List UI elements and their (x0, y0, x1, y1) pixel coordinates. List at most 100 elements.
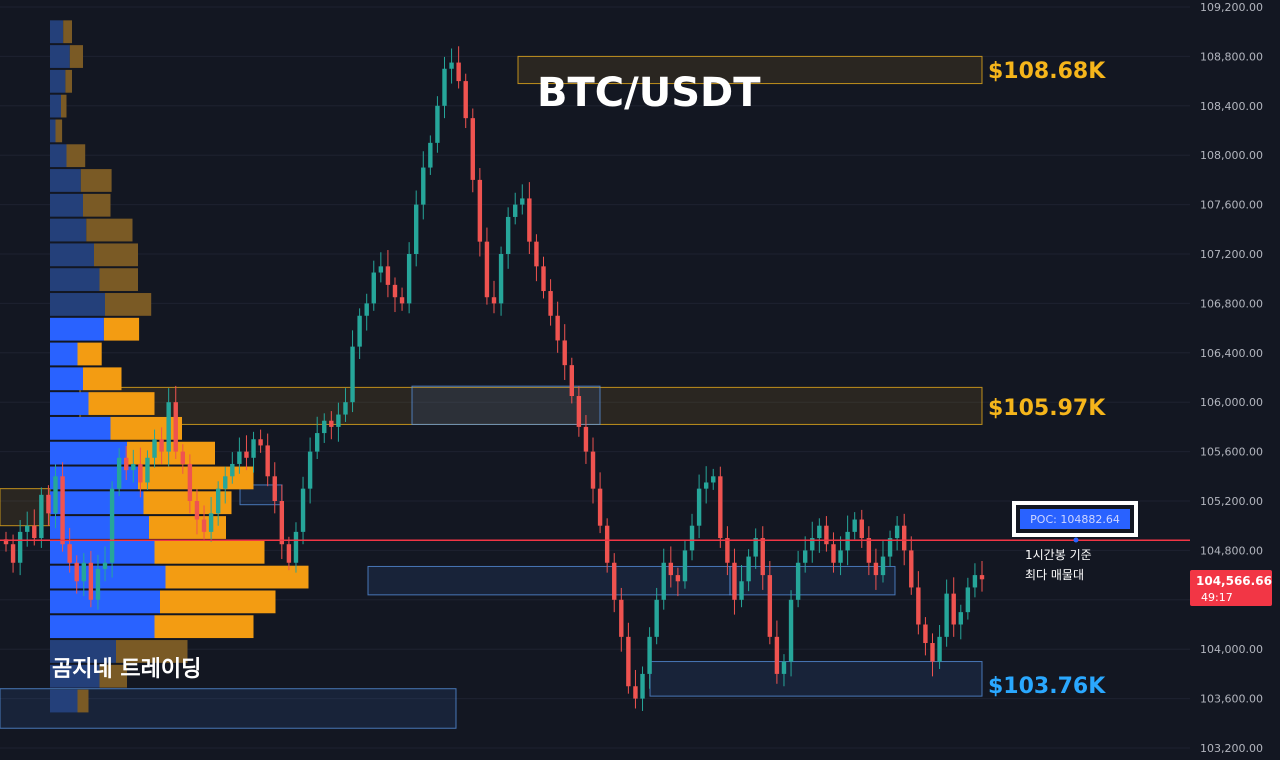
candle-body (180, 451, 186, 464)
volume-bar-buy (50, 416, 111, 440)
volume-bar-sell (103, 317, 140, 341)
candle-body (265, 445, 270, 477)
candle-body (251, 439, 256, 458)
candle-body (675, 575, 681, 582)
candle-body (470, 118, 475, 180)
candle-body (972, 575, 978, 588)
candle-body (435, 105, 440, 143)
candle-body (894, 525, 900, 539)
price-tick-label: 107,200.00 (1200, 248, 1263, 261)
candle-body (902, 525, 907, 551)
volume-bar-sell (110, 416, 182, 440)
candle-body (689, 525, 695, 551)
candle-body (336, 414, 341, 427)
candle-body (817, 525, 822, 539)
candle-body (668, 562, 674, 576)
candle-body (378, 266, 384, 273)
candle-body (463, 81, 468, 119)
candle-body (647, 636, 652, 674)
candle-body (569, 365, 574, 397)
candle-body (371, 272, 376, 304)
candle-body (428, 142, 433, 168)
candle-body (788, 599, 794, 662)
candle-body (194, 501, 200, 520)
candle-body (604, 525, 610, 563)
candle-body (32, 525, 37, 539)
candle-body (944, 593, 949, 637)
candle-body (152, 439, 157, 458)
chart-title: BTC/USDT (537, 70, 761, 116)
candle-body (39, 494, 44, 539)
candle-body (923, 624, 928, 644)
candle-body (138, 463, 143, 483)
volume-bar-buy (50, 45, 70, 68)
volume-bar-sell (94, 243, 138, 267)
candle-body (449, 62, 454, 69)
volume-bar-sell (77, 689, 89, 713)
candle-body (201, 519, 207, 532)
volume-bar-sell (99, 268, 138, 292)
candle-body (682, 550, 688, 582)
candle-body (916, 587, 921, 625)
volume-bar-sell (61, 94, 67, 118)
candle-body (258, 439, 263, 446)
candle-body (364, 303, 369, 316)
candle-body (17, 531, 23, 563)
candle-body (215, 488, 221, 514)
volume-bar-buy (50, 342, 78, 366)
volume-bar-buy (50, 367, 83, 391)
candle-body (583, 426, 589, 452)
price-tick-label: 105,600.00 (1200, 446, 1263, 459)
volume-bar-sell (165, 565, 309, 589)
volume-bar-sell (66, 144, 86, 168)
candle-body (612, 562, 617, 600)
candle-body (286, 544, 292, 563)
volume-bar-sell (116, 640, 188, 663)
level-label-105-97k: $105.97K (988, 396, 1106, 421)
candle-body (979, 575, 985, 580)
annotation-line-1: 1시간봉 기준 (1025, 548, 1092, 562)
candle-body (505, 216, 511, 254)
candle-body (3, 539, 9, 545)
price-tick-label: 103,600.00 (1200, 693, 1263, 706)
volume-bar-sell (77, 342, 102, 366)
price-tick-label: 108,000.00 (1200, 149, 1263, 162)
price-tick-label: 103,200.00 (1200, 742, 1263, 755)
candle-body (293, 531, 299, 563)
candle-body (307, 451, 313, 489)
candle-body (852, 519, 857, 532)
volume-bar-buy (50, 664, 100, 688)
candle-body (95, 568, 101, 600)
candle-body (187, 463, 193, 501)
candle-body (279, 501, 285, 545)
price-tick-label: 106,000.00 (1200, 396, 1263, 409)
annotation-line-2: 최다 매물대 (1025, 568, 1084, 582)
candle-body (597, 488, 603, 526)
candle-body (244, 451, 249, 458)
candle-body (711, 476, 716, 483)
last-price-tag: 104,566.66 49:17 (1190, 570, 1272, 606)
candle-body (223, 476, 228, 489)
candle-body (590, 451, 596, 489)
candle-body (520, 198, 525, 205)
candle-body (322, 420, 327, 434)
candle-body (859, 519, 864, 539)
volume-bar-buy (50, 491, 144, 515)
volume-bar-buy (50, 268, 100, 292)
volume-bar-buy (50, 590, 160, 614)
last-price-value: 104,566.66 (1196, 574, 1272, 588)
candle-body (930, 643, 935, 662)
candle-body (414, 204, 419, 254)
candle-body (718, 476, 723, 539)
candle-body (173, 402, 178, 452)
candle-body (131, 463, 136, 471)
price-tick-label: 107,600.00 (1200, 199, 1263, 212)
candle-body (10, 544, 16, 563)
poc-label: POC: 104882.64 (1030, 513, 1120, 526)
candle-body (159, 439, 164, 452)
candle-body (640, 673, 645, 699)
candle-body (145, 457, 150, 483)
candle-body (25, 525, 30, 532)
